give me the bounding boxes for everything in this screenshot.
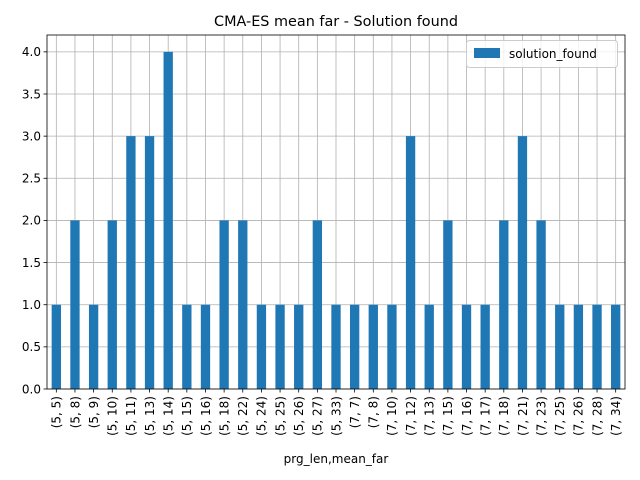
bar	[312, 220, 323, 389]
x-axis: (5, 5) (5, 8) (5, 9) (5, 10) (5, 11) (5, 13) (…	[50, 389, 623, 436]
bar	[163, 51, 173, 389]
bars	[51, 51, 621, 389]
bar	[200, 304, 211, 389]
x-tick-label: (7, 8)	[367, 396, 381, 428]
bar	[461, 304, 472, 389]
bar	[238, 220, 248, 389]
y-tick-label: 4.0	[22, 45, 41, 59]
x-tick-label: (5, 5)	[50, 396, 64, 428]
bar	[592, 304, 602, 389]
x-tick-label: (5, 18)	[217, 396, 231, 436]
bar	[219, 220, 229, 389]
bar	[387, 304, 397, 389]
bar	[182, 304, 192, 389]
y-tick-label: 1.0	[22, 298, 41, 312]
bar	[126, 136, 136, 389]
bar	[51, 304, 61, 389]
x-tick-label: (7, 34)	[609, 396, 623, 436]
bar	[331, 304, 341, 389]
bar	[424, 304, 434, 389]
bar	[443, 220, 453, 389]
y-tick-label: 2.0	[22, 214, 41, 228]
y-tick-label: 0.0	[22, 382, 41, 396]
legend-label: solution_found	[509, 47, 597, 61]
bar	[573, 304, 584, 389]
bar	[555, 304, 565, 389]
x-tick-label: (5, 24)	[255, 396, 269, 436]
bar	[536, 220, 546, 389]
x-tick-label: (7, 25)	[553, 396, 567, 436]
x-tick-label: (5, 13)	[143, 396, 157, 436]
x-tick-label: (7, 18)	[497, 396, 511, 436]
legend-box	[466, 40, 618, 68]
bar	[611, 304, 621, 389]
y-axis: 0.0 0.5 1.0 1.5 2.0 2.5 3.0 3.5 4.0	[22, 45, 47, 396]
x-tick-label: (7, 13)	[423, 396, 437, 436]
x-tick-label: (7, 17)	[478, 396, 492, 436]
x-tick-label: (5, 25)	[273, 396, 287, 436]
bar	[349, 304, 360, 389]
x-tick-label: (7, 15)	[441, 396, 455, 436]
chart-title: CMA-ES mean far - Solution found	[214, 14, 458, 30]
x-tick-label: (5, 15)	[180, 396, 194, 436]
x-tick-label: (5, 9)	[87, 396, 101, 428]
bar	[275, 304, 285, 389]
bar	[70, 220, 80, 389]
y-tick-label: 0.5	[22, 340, 41, 354]
x-tick-label: (5, 26)	[292, 396, 306, 436]
y-tick-label: 2.5	[22, 172, 41, 186]
x-tick-label: (7, 23)	[534, 396, 548, 436]
bar	[368, 304, 378, 389]
x-tick-label: (5, 8)	[68, 396, 82, 428]
y-tick-label: 3.0	[22, 129, 41, 143]
x-tick-label: (5, 10)	[106, 396, 120, 436]
x-tick-label: (5, 14)	[161, 396, 175, 436]
x-tick-label: (7, 10)	[385, 396, 399, 436]
x-tick-label: (5, 16)	[199, 396, 213, 436]
x-tick-label: (7, 28)	[590, 396, 604, 436]
x-tick-label: (5, 11)	[124, 396, 138, 436]
legend-swatch	[474, 48, 500, 58]
x-tick-label: (7, 7)	[348, 396, 362, 428]
bar	[294, 304, 304, 389]
bar	[107, 220, 117, 389]
x-tick-label: (5, 22)	[236, 396, 250, 436]
bar	[517, 136, 528, 389]
y-tick-label: 3.5	[22, 87, 41, 101]
bar	[256, 304, 267, 389]
x-axis-label: prg_len,mean_far	[284, 452, 389, 466]
x-tick-label: (5, 27)	[311, 396, 325, 436]
x-tick-label: (5, 33)	[329, 396, 343, 436]
x-tick-label: (7, 21)	[516, 396, 530, 436]
x-tick-label: (7, 16)	[460, 396, 474, 436]
bar	[499, 220, 509, 389]
bar	[144, 136, 155, 389]
x-tick-label: (7, 26)	[572, 396, 586, 436]
legend: solution_found	[466, 40, 618, 68]
bar	[88, 304, 99, 389]
x-tick-label: (7, 12)	[404, 396, 418, 436]
bar	[480, 304, 490, 389]
bar	[405, 136, 416, 389]
y-tick-label: 1.5	[22, 256, 41, 270]
